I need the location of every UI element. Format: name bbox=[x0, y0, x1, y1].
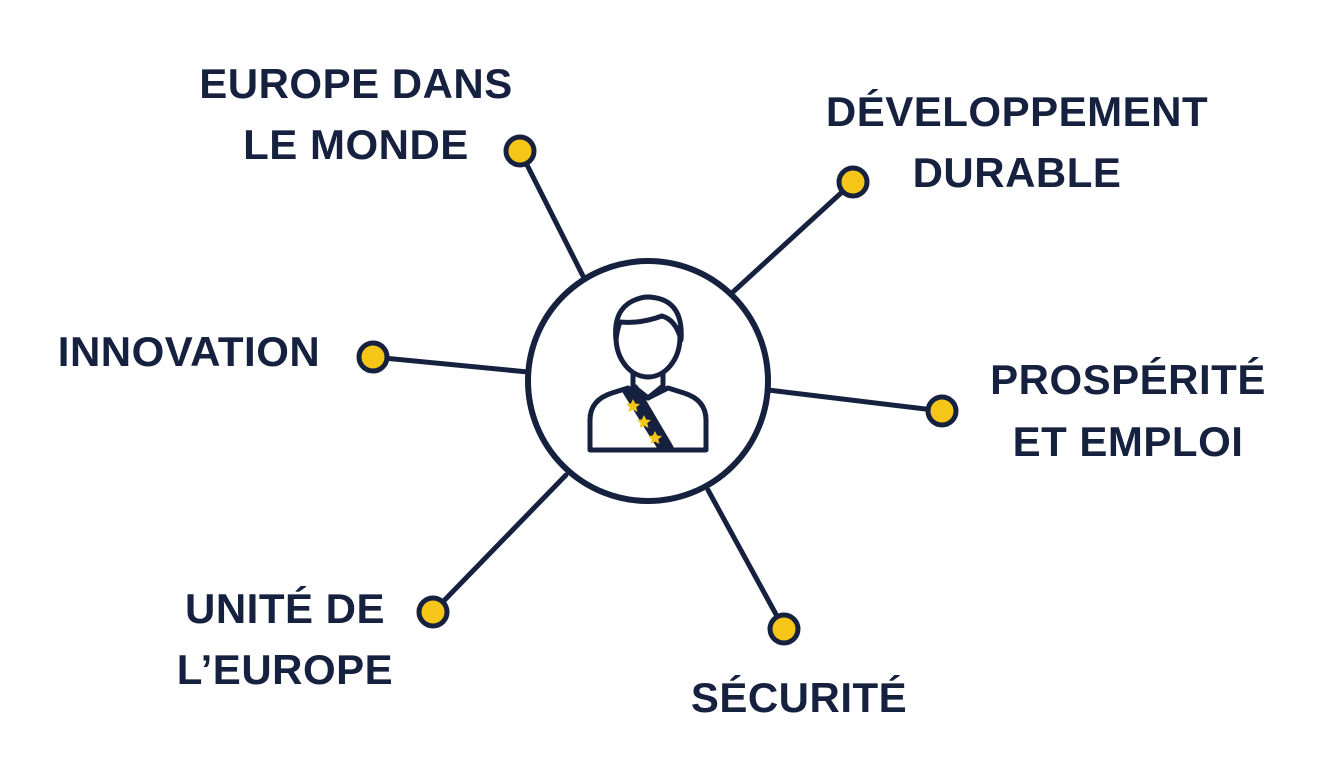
node-dot-europe-monde bbox=[503, 134, 537, 168]
spoke-prosperite bbox=[765, 387, 945, 414]
spoke-innovation bbox=[370, 354, 531, 375]
label-prosperite-line2: ET EMPLOI bbox=[1013, 418, 1244, 465]
spoke-unite bbox=[430, 472, 569, 615]
label-europe-monde-line1: EUROPE DANS bbox=[199, 60, 513, 107]
spoke-developpement bbox=[730, 179, 856, 295]
person-with-sash-icon bbox=[587, 294, 709, 453]
node-dot-securite bbox=[767, 612, 801, 646]
node-dot-unite bbox=[416, 595, 450, 629]
label-developpement-line1: DÉVELOPPEMENT bbox=[826, 88, 1208, 135]
label-innovation: INNOVATION bbox=[58, 328, 320, 375]
label-unite-line2: L’EUROPE bbox=[177, 646, 393, 693]
label-prosperite-line1: PROSPÉRITÉ bbox=[990, 356, 1266, 403]
label-securite: SÉCURITÉ bbox=[691, 674, 907, 721]
label-europe-monde-line2: LE MONDE bbox=[243, 121, 469, 168]
node-dot-innovation bbox=[356, 340, 390, 374]
node-dot-developpement bbox=[836, 165, 870, 199]
node-dot-prosperite bbox=[925, 394, 959, 428]
label-developpement-line2: DURABLE bbox=[913, 149, 1122, 196]
spoke-securite bbox=[705, 487, 787, 632]
label-unite-line1: UNITÉ DE bbox=[185, 585, 385, 632]
spoke-europe-monde bbox=[517, 148, 587, 281]
